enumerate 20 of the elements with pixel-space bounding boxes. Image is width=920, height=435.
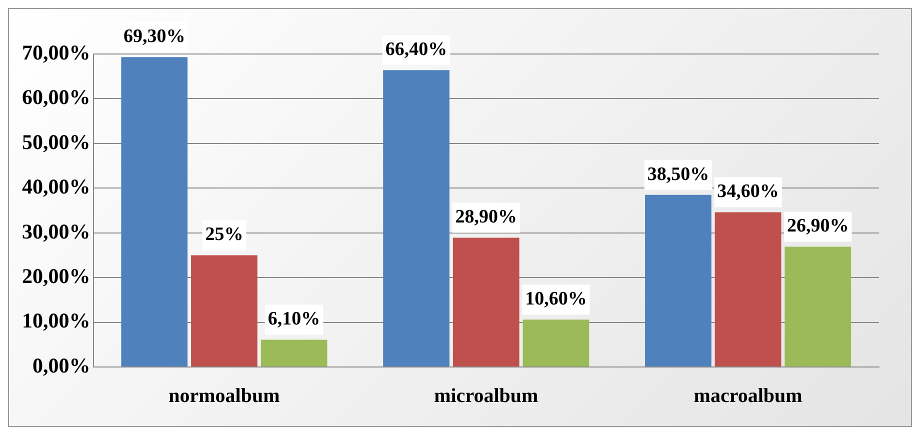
data-label: 66,40% (385, 39, 448, 60)
data-label: 69,30% (123, 26, 186, 48)
data-label: 26,90% (787, 216, 849, 237)
x-tick-label: normoalbum (168, 385, 280, 408)
data-label: 28,90% (455, 206, 517, 228)
x-tick-label: macroalbum (694, 385, 803, 408)
y-tick-label: 50,00% (22, 130, 90, 154)
data-label: 38,50% (647, 164, 710, 185)
y-tick-label: 20,00% (22, 264, 90, 288)
data-label: 6,10% (268, 308, 320, 330)
y-tick-label: 0,00% (32, 353, 90, 378)
y-tick-label: 40,00% (22, 174, 90, 199)
data-label: 10,60% (525, 288, 587, 310)
data-label: 34,60% (717, 181, 779, 202)
y-tick-label: 60,00% (22, 85, 90, 110)
y-tick-label: 30,00% (22, 219, 90, 244)
y-tick-label: 10,00% (22, 308, 90, 333)
data-label: 25% (205, 224, 244, 246)
y-tick-label: 70,00% (22, 40, 90, 64)
x-tick-label: microalbum (434, 385, 538, 408)
